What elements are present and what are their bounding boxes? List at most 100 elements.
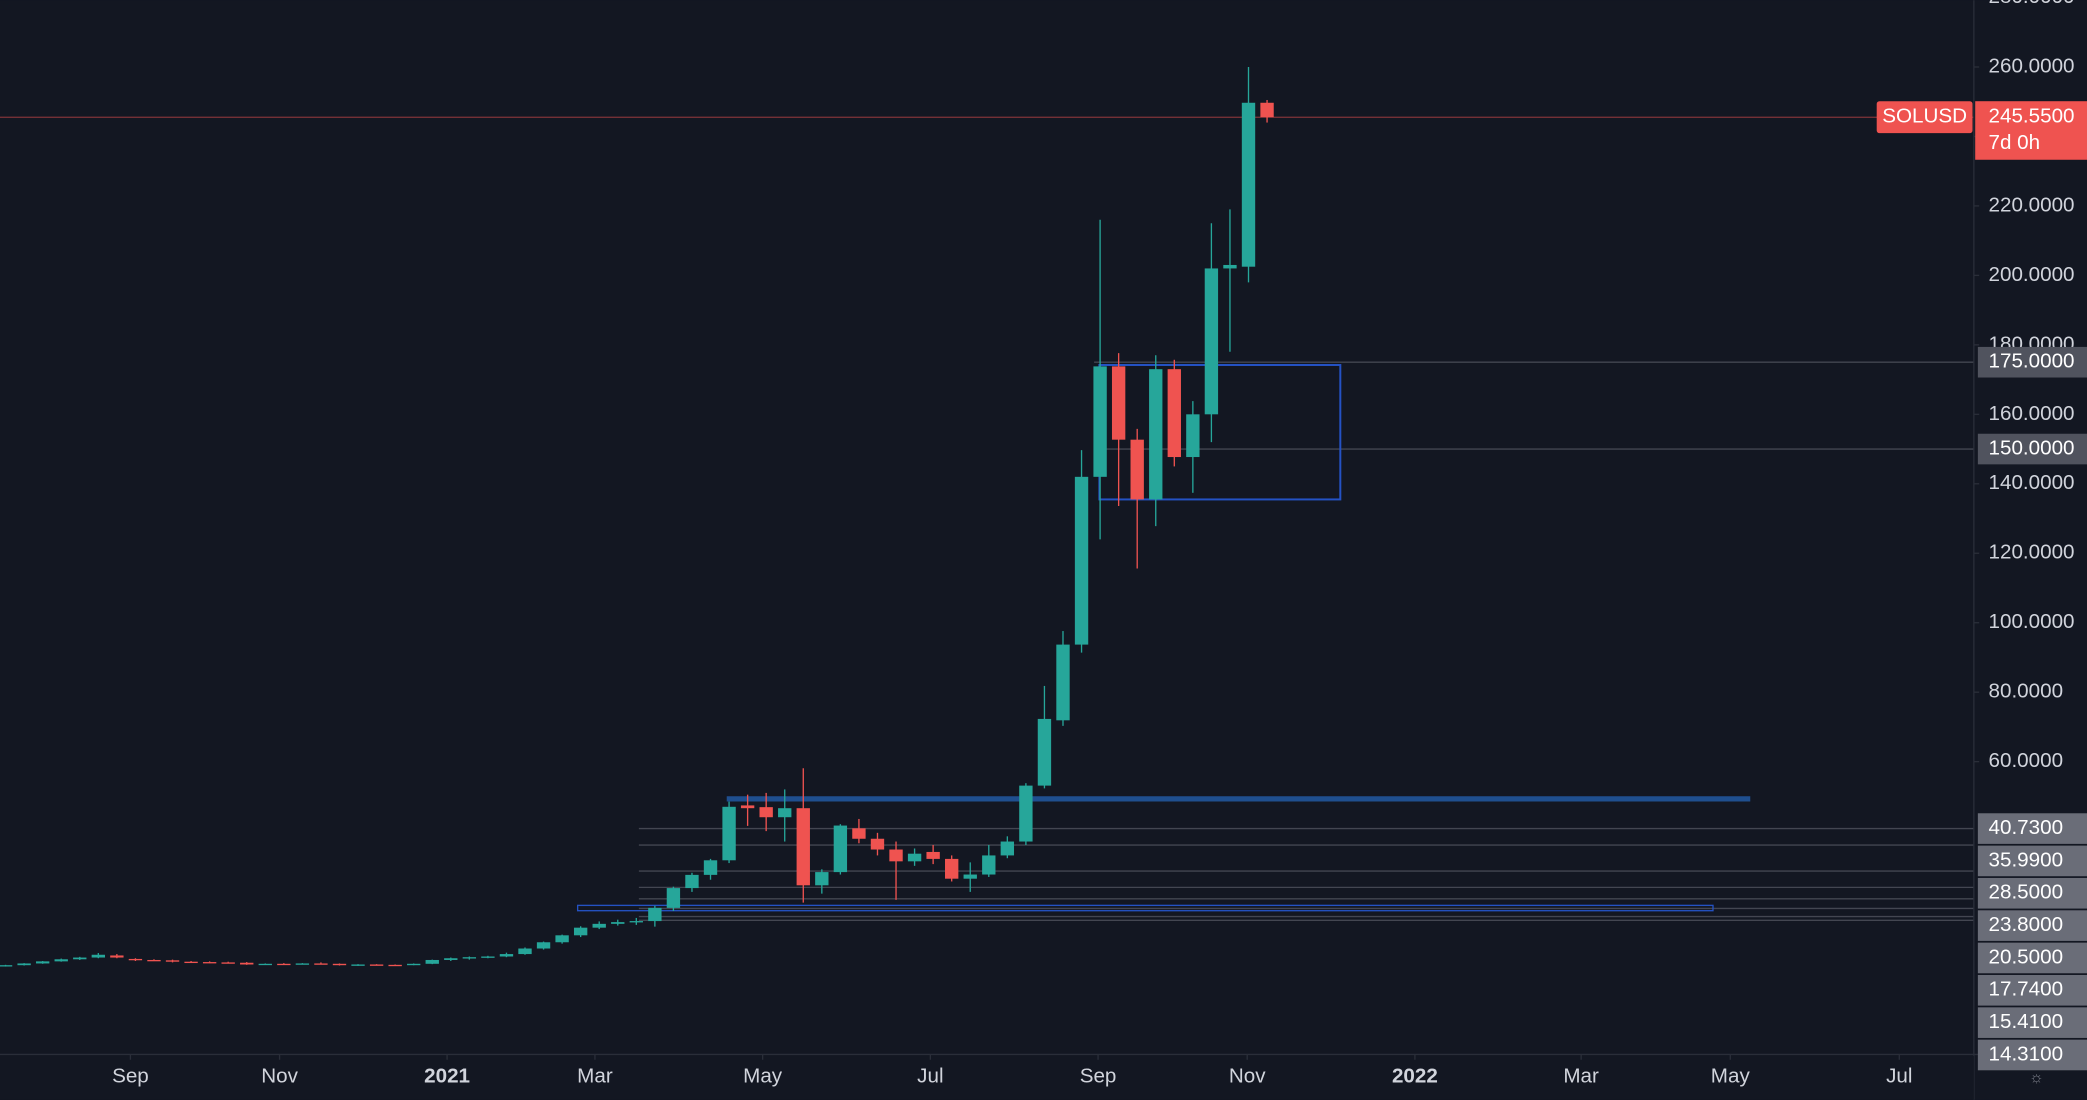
candle-body [295,963,310,965]
y-tick-label: 120.0000 [1989,541,2075,564]
level-label-box [1977,845,2087,877]
level-label: 28.5000 [1989,881,2064,904]
y-tick-label: 140.0000 [1989,471,2075,494]
candle-body [0,965,13,967]
candle-body [147,959,161,962]
candle-body [1111,366,1126,440]
level-label-box [1977,1007,2087,1038]
level-label-box [1977,974,2087,1006]
settings-icon[interactable]: ☼ [2029,1070,2044,1087]
candle-body [573,927,588,936]
level-label: 20.5000 [1989,945,2064,968]
x-tick-label: Jul [1886,1065,1912,1088]
candle-body [407,963,421,966]
candle-body [54,959,68,962]
candle-body [369,964,384,966]
level-label-box [1977,346,2087,378]
candle-body [277,963,291,966]
x-tick-label: Nov [1229,1065,1266,1088]
candle-body [444,958,458,960]
level-label-box [1977,877,2087,909]
candle-body [258,963,272,966]
candle-body [592,923,606,928]
candle-body [778,808,792,818]
y-tick-label: 100.0000 [1989,610,2075,633]
candle-body [815,872,829,886]
x-tick-label: May [1711,1065,1751,1088]
level-label: 175.0000 [1989,350,2075,373]
candle-body [314,963,328,965]
level-label-box [1977,1039,2087,1071]
candle-body [462,957,477,959]
candle-body [685,874,699,889]
x-tick-label: Sep [1080,1065,1117,1088]
candle-body [666,888,681,908]
candle-body [73,957,87,960]
candle-body [110,955,124,958]
y-tick-label: 280.0000 [1989,0,2075,8]
candle-body [17,963,31,966]
candle-body [629,921,643,923]
candle-body [555,935,569,943]
candle-body [740,805,755,809]
candle-body [425,959,439,964]
candle-body [703,860,718,875]
last-price-label: 245.5500 [1989,105,2075,128]
y-tick-label: 60.0000 [1989,749,2064,772]
level-label: 15.4100 [1989,1010,2064,1033]
x-tick-label: 2021 [424,1065,470,1088]
level-label: 23.8000 [1989,913,2064,936]
level-label-box [1977,813,2087,844]
candle-body [963,874,977,879]
x-tick-label: Sep [112,1065,149,1088]
candle-body [221,962,235,964]
x-tick-label: Nov [261,1065,298,1088]
level-label-box [1977,910,2087,941]
candle-body [1241,102,1256,267]
level-label-box [1977,433,2087,465]
candle-body [611,922,625,924]
x-tick-label: 2022 [1392,1065,1438,1088]
y-tick-label: 80.0000 [1989,680,2064,703]
candle-body [128,958,143,961]
last-price-box [1975,101,2087,160]
y-tick-label: 160.0000 [1989,402,2075,425]
level-label: 14.3100 [1989,1042,2064,1065]
time-axis-bg [0,1055,1974,1100]
candle-body [536,942,551,949]
candle-body [481,956,495,958]
candle-body [1204,268,1219,415]
candle-body [889,849,903,862]
candle-body [945,858,959,879]
support-zone [576,904,1714,912]
candle-body [1000,841,1015,856]
x-tick-label: Mar [1563,1065,1599,1088]
x-tick-label: Mar [577,1065,613,1088]
symbol-box [1876,101,1973,134]
candle-body [35,961,50,964]
candle-body [796,808,810,886]
level-label: 150.0000 [1989,437,2075,460]
x-tick-label: Jul [917,1065,943,1088]
candle-body [518,948,532,955]
candle-body [648,907,662,922]
candle-body [1130,439,1144,500]
candle-body [202,962,217,964]
candle-body [759,807,773,818]
y-tick-label: 220.0000 [1989,193,2075,216]
candle-body [722,806,736,861]
y-tick-label: 200.0000 [1989,263,2075,286]
x-tick-label: May [743,1065,783,1088]
candle-body [184,961,198,964]
candle-body [1149,369,1163,500]
candle-body [1037,718,1052,786]
level-label: 40.7300 [1989,816,2064,839]
candle-body [1093,366,1107,477]
candle-body [833,825,848,873]
y-tick-label: 260.0000 [1989,54,2075,77]
candle-body [1186,414,1200,458]
candle-body [870,838,885,850]
candle-body [982,855,996,875]
